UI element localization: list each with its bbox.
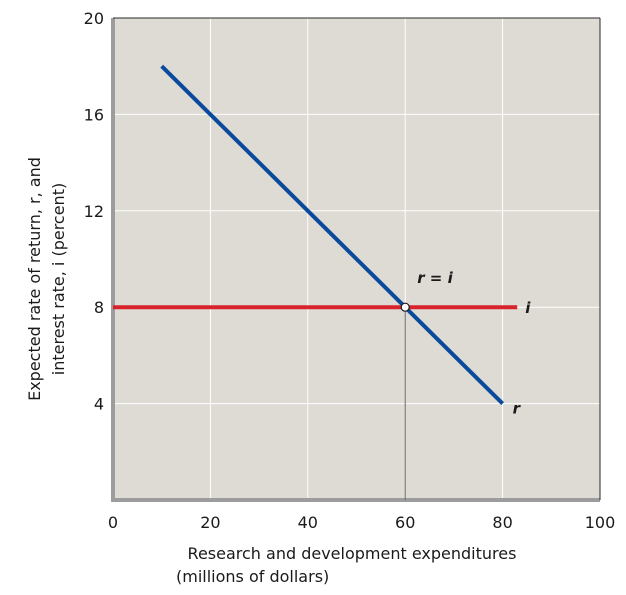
y-tick-label-20: 20: [84, 9, 104, 28]
y-tick-label-12: 12: [84, 202, 104, 221]
intersection-label: r = i: [417, 269, 453, 287]
y-tick-label-4: 4: [94, 395, 104, 414]
x-axis-title-line-1: Research and development expenditures: [188, 544, 517, 563]
x-tick-label-100: 100: [585, 513, 616, 532]
series-line-r: [160, 64, 505, 406]
x-tick-label-80: 80: [492, 513, 512, 532]
series: r i r = i: [113, 64, 531, 500]
y-axis-title-line-1: Expected rate of return, r, and: [25, 157, 44, 401]
x-axis-title-line-2: (millions of dollars): [176, 567, 329, 586]
y-axis-title-line-2: interest rate, i (percent): [49, 183, 68, 375]
y-tick-label-8: 8: [94, 298, 104, 317]
y-tick-label-16: 16: [84, 105, 104, 124]
series-label-i: i: [525, 299, 531, 317]
series-label-r: r: [513, 400, 522, 418]
x-tick-label-20: 20: [200, 513, 220, 532]
y-tick-labels: 4 8 12 16 20: [84, 9, 104, 414]
intersection-point: [400, 302, 410, 312]
axes: [111, 17, 601, 502]
x-tick-label-60: 60: [395, 513, 415, 532]
x-tick-label-40: 40: [298, 513, 318, 532]
x-tick-label-0: 0: [108, 513, 118, 532]
x-tick-labels: 0 20 40 60 80 100: [108, 513, 615, 532]
